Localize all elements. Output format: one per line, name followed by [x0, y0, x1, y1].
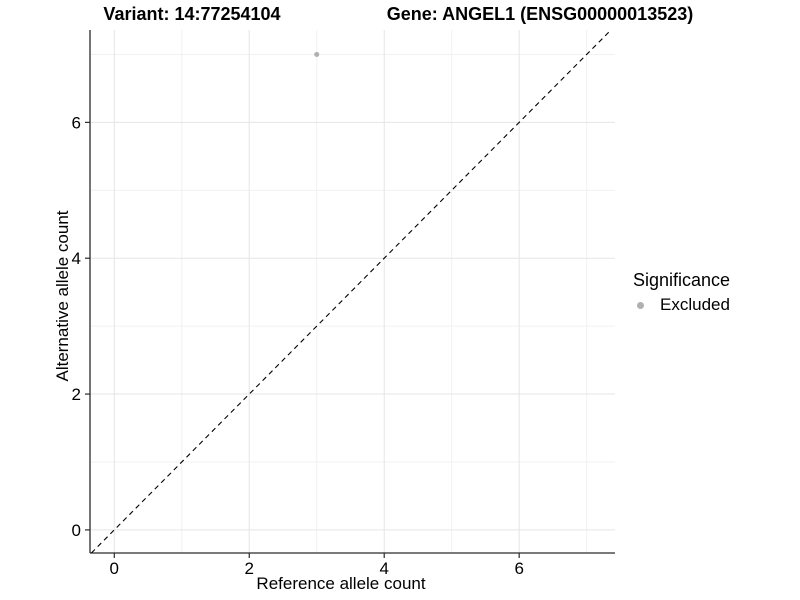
y-tick-label: 6: [72, 113, 81, 132]
legend: Significance Excluded: [633, 270, 730, 315]
x-tick-label: 4: [379, 559, 388, 578]
y-tick-label: 4: [72, 249, 81, 268]
y-axis-title: Alternative allele count: [53, 210, 72, 382]
x-axis-title: Reference allele count: [256, 574, 426, 593]
legend-point-icon: [637, 301, 644, 309]
identity-line: [90, 29, 612, 554]
x-tick-label: 6: [514, 559, 523, 578]
plot-title-variant: Variant: 14:77254104: [103, 4, 281, 24]
y-tick-label: 2: [72, 385, 81, 404]
legend-title: Significance: [633, 270, 731, 290]
x-tick-label: 0: [110, 559, 119, 578]
y-tick-label: 0: [72, 521, 81, 540]
legend-item-label: Excluded: [660, 295, 730, 314]
data-point: [314, 51, 320, 57]
plot-title-gene: Gene: ANGEL1 (ENSG00000013523): [386, 4, 694, 24]
legend-item-excluded: Excluded: [633, 295, 730, 315]
x-tick-label: 2: [245, 559, 254, 578]
